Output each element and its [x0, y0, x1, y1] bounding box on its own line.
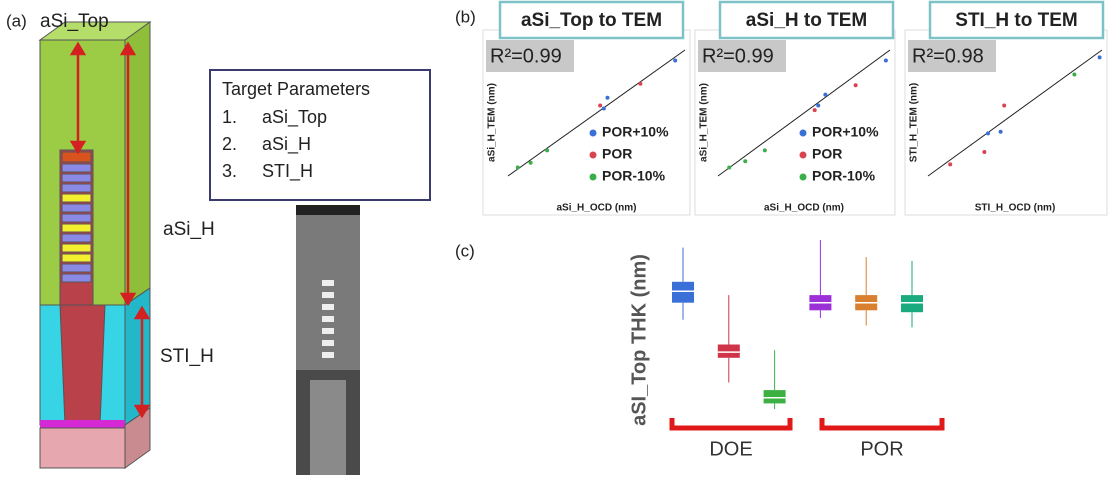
group-label: POR	[860, 438, 903, 460]
point	[948, 162, 953, 167]
box	[672, 281, 694, 303]
x-axis-label: aSi_H_OCD (nm)	[556, 203, 636, 214]
point	[823, 92, 828, 97]
point	[998, 129, 1003, 134]
legend-marker	[799, 129, 807, 137]
label: 3.	[222, 161, 237, 181]
point	[816, 103, 821, 108]
point	[598, 103, 603, 108]
box	[717, 344, 740, 358]
annotation-box	[698, 40, 786, 72]
legend-label: POR-10%	[812, 168, 876, 184]
fit-line	[717, 49, 891, 177]
point	[515, 165, 520, 170]
legend-marker	[589, 151, 597, 159]
group-bracket	[819, 418, 945, 431]
label: aSi_Top	[40, 11, 109, 32]
x-axis-label: aSi_H_OCD (nm)	[764, 203, 844, 214]
title-box	[498, 0, 685, 40]
label: aSi_H	[163, 219, 215, 240]
title-box	[718, 0, 895, 40]
y-axis-label: aSI_Top THK (nm)	[628, 254, 650, 426]
r2-label: R²=0.98	[912, 45, 984, 67]
y-axis-label: aSi_H_TEM (nm)	[699, 83, 710, 162]
label: aSi_H	[262, 134, 311, 155]
label: STI_H	[262, 161, 313, 182]
point	[605, 95, 610, 100]
y-axis-label: aSi_H_TEM (nm)	[487, 83, 498, 162]
column-3d	[38, 21, 152, 469]
label: (b)	[455, 7, 476, 26]
point	[743, 159, 748, 164]
title-box	[928, 0, 1105, 40]
legend-marker	[799, 151, 807, 159]
fit-line	[927, 49, 1103, 177]
tem-image	[296, 205, 360, 475]
legend-label: POR-10%	[602, 168, 666, 184]
annotation-box	[908, 40, 996, 72]
legend-label: POR+10%	[602, 124, 669, 140]
box	[763, 390, 786, 404]
point	[638, 81, 643, 86]
legend-marker	[589, 173, 597, 181]
r2-label: R²=0.99	[702, 45, 774, 67]
point	[727, 165, 732, 170]
r2-label: R²=0.99	[490, 45, 562, 67]
point	[1002, 103, 1007, 108]
legend-label: POR	[812, 146, 842, 162]
plot-title: aSi_Top to TEM	[521, 10, 662, 31]
x-axis-label: STI_H_OCD (nm)	[975, 203, 1056, 214]
point	[528, 160, 533, 165]
point	[762, 148, 767, 153]
point	[812, 108, 817, 113]
point	[982, 149, 987, 154]
param-box	[209, 69, 431, 201]
legend-marker	[589, 129, 597, 137]
box	[901, 295, 923, 313]
point	[545, 148, 550, 153]
point	[986, 131, 990, 136]
label: (c)	[455, 241, 475, 260]
point	[1072, 72, 1077, 77]
label: STI_H	[160, 346, 214, 367]
point	[1097, 55, 1102, 60]
plot-title: STI_H to TEM	[955, 10, 1077, 31]
plot-title: aSi_H to TEM	[746, 10, 867, 31]
legend-marker	[799, 173, 807, 181]
y-axis-label: STI_H_TEM (nm)	[909, 83, 920, 162]
group-label: DOE	[709, 438, 752, 460]
point	[673, 58, 678, 63]
point	[601, 106, 606, 111]
legend-label: POR+10%	[812, 124, 879, 140]
label: Target Parameters	[222, 79, 370, 99]
label: (a)	[6, 11, 27, 30]
point	[853, 83, 858, 88]
fit-line	[507, 49, 686, 177]
label: aSi_Top	[262, 107, 327, 128]
group-bracket	[669, 418, 793, 431]
label: 1.	[222, 107, 237, 127]
annotation-box	[486, 40, 574, 72]
point	[883, 58, 888, 63]
legend-label: POR	[602, 146, 632, 162]
label: 2.	[222, 134, 237, 154]
